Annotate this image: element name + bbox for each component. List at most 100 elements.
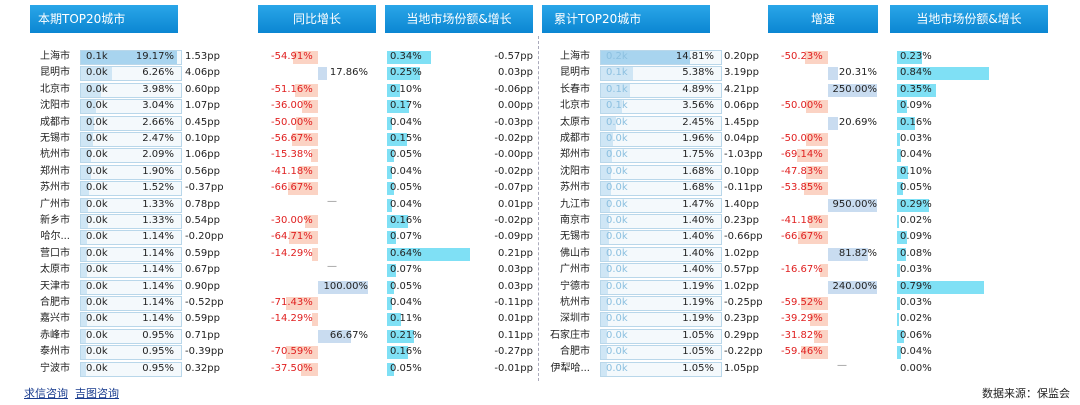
share-box	[600, 181, 722, 197]
growth-bar	[828, 280, 877, 294]
share: 3.56%	[682, 100, 714, 112]
local-share: 0.05%	[390, 182, 422, 194]
growth: -66.67%	[271, 182, 313, 194]
city: 伊犁哈...	[550, 362, 590, 374]
city: 郑州市	[40, 165, 70, 177]
share: 1.14%	[142, 264, 174, 276]
share-box	[80, 50, 182, 65]
growth: -50.00%	[781, 100, 823, 112]
city: 广州市	[560, 264, 590, 276]
local-share-bar	[387, 313, 402, 327]
local-share-change: -0.07pp	[494, 182, 533, 194]
share-change: 1.07pp	[185, 100, 220, 112]
local-share-change: -0.11pp	[494, 297, 533, 308]
share: 1.47%	[682, 198, 714, 210]
growth-bar	[796, 149, 828, 163]
share-change: -0.11pp	[724, 182, 763, 194]
count: 0.0k	[606, 280, 628, 292]
share-box	[80, 361, 182, 377]
share-bar	[81, 346, 86, 360]
share-box	[600, 263, 722, 279]
growth-bar	[299, 165, 318, 179]
count: 0.2k	[606, 51, 628, 62]
growth: -50.23%	[781, 51, 823, 62]
share-change: 1.40pp	[724, 198, 759, 210]
share: 2.09%	[142, 149, 174, 161]
share: 1.05%	[682, 346, 714, 358]
share-bar	[81, 313, 87, 327]
local-share-bar	[387, 165, 393, 179]
local-share: 0.25%	[390, 67, 422, 79]
local-share-bar	[897, 116, 915, 130]
share: 2.45%	[682, 116, 714, 128]
share-bar	[601, 329, 608, 343]
share-bar	[81, 247, 87, 261]
local-share-bar	[387, 198, 393, 212]
growth: -66.67%	[781, 231, 823, 243]
city: 哈尔...	[40, 231, 70, 243]
growth-bar	[287, 182, 318, 196]
share-box	[600, 197, 722, 213]
share-bar	[81, 182, 89, 196]
share-box	[600, 82, 722, 98]
share-box	[80, 82, 182, 98]
growth: 20.69%	[838, 116, 877, 128]
share-box	[80, 132, 182, 147]
share: 0.95%	[142, 329, 174, 341]
column-header: 增速	[768, 5, 878, 33]
growth-bar	[318, 280, 368, 294]
share-change: 0.32pp	[185, 362, 220, 374]
local-share: 0.04%	[390, 116, 422, 128]
footer-link[interactable]: 吉图咨询	[75, 387, 119, 400]
share: 1.40%	[682, 215, 714, 226]
city: 北京市	[40, 83, 70, 95]
city: 嘉兴市	[40, 313, 70, 325]
share: 1.19%	[682, 297, 714, 308]
share: 1.14%	[142, 247, 174, 259]
share-box	[600, 345, 722, 361]
growth: -41.18%	[271, 165, 313, 177]
local-share: 0.16%	[390, 346, 422, 358]
share-change: 1.06pp	[185, 149, 220, 161]
local-share: 0.84%	[900, 67, 932, 79]
count: 0.0k	[86, 313, 108, 325]
growth: 66.67%	[329, 329, 368, 341]
local-share-bar	[897, 83, 936, 97]
share-bar	[81, 133, 94, 146]
share-box	[80, 246, 182, 262]
growth-bar	[806, 165, 828, 179]
share-change: -0.20pp	[185, 231, 224, 243]
column-header: 占比: 55.41%	[199, 12, 245, 54]
growth: -71.43%	[271, 297, 313, 308]
local-share: 0.03%	[900, 264, 932, 276]
local-share-bar	[897, 313, 900, 327]
share: 14.81%	[675, 51, 714, 62]
local-share-bar	[387, 51, 432, 64]
city: 石家庄市	[550, 329, 590, 341]
growth-bar	[805, 133, 828, 146]
local-share-change: -0.01pp	[494, 362, 533, 374]
count: 0.0k	[606, 313, 628, 325]
count: 0.0k	[606, 215, 628, 226]
share-change: 0.10pp	[724, 165, 759, 177]
share-change: 0.23pp	[724, 313, 759, 325]
city: 合肥市	[40, 297, 70, 308]
count: 0.0k	[606, 346, 628, 358]
city: 北京市	[560, 100, 590, 112]
city: 合肥市	[560, 346, 590, 358]
local-share: 0.09%	[900, 231, 932, 243]
city: 太原市	[40, 264, 70, 276]
local-share-change: 0.03pp	[498, 264, 533, 276]
local-share-bar	[897, 182, 903, 196]
share-box	[600, 312, 722, 328]
share-change: -0.66pp	[724, 231, 763, 243]
count: 0.0k	[86, 133, 108, 144]
local-share-bar	[897, 51, 923, 64]
count: 0.0k	[606, 231, 628, 243]
share-bar	[81, 51, 177, 64]
footer-link[interactable]: 求信咨询	[24, 387, 68, 400]
growth-bar	[285, 297, 318, 310]
growth-bar	[805, 100, 828, 114]
share: 1.33%	[142, 198, 174, 210]
share-bar	[81, 329, 86, 343]
